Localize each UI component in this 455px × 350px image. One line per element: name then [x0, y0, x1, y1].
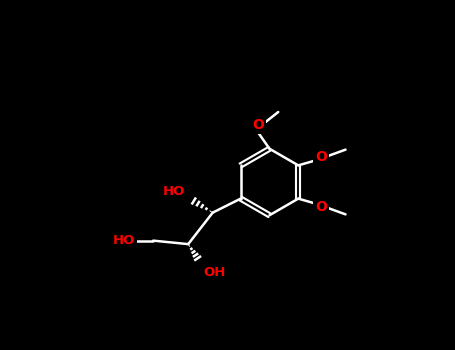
Text: HO: HO	[163, 185, 185, 198]
Text: OH: OH	[203, 266, 226, 279]
Text: O: O	[315, 150, 327, 164]
Text: HO: HO	[113, 234, 135, 247]
Text: O: O	[252, 118, 264, 132]
Text: O: O	[315, 200, 327, 214]
